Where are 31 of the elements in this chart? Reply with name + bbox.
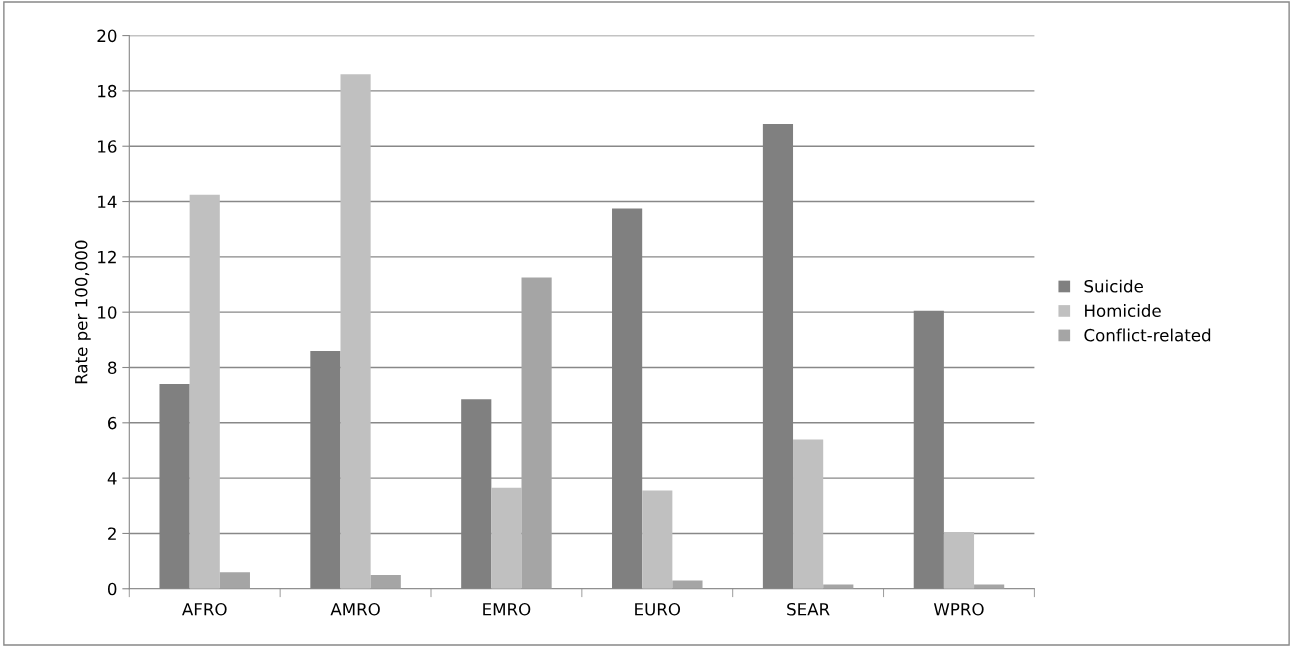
x-tick-label: WPRO (933, 602, 984, 616)
y-tick-label: 10 (98, 306, 117, 319)
bar (189, 194, 220, 589)
y-tick-label: 6 (108, 416, 117, 430)
y-tick-label: 18 (98, 84, 117, 98)
y-tick-label: 14 (98, 195, 117, 208)
y-tick-label: 12 (98, 250, 116, 264)
y-tick-label: 2 (108, 527, 116, 540)
x-tick-label: EMRO (483, 602, 531, 616)
bar (793, 439, 824, 589)
bar (943, 532, 975, 589)
bar (219, 572, 250, 589)
legend-label: Suicide (1084, 279, 1143, 293)
legend-label: Homicide (1085, 304, 1161, 318)
bar (672, 580, 703, 589)
legend-label: Conflict-related (1084, 328, 1211, 342)
bar (521, 277, 552, 589)
x-tick-label: AFRO (182, 602, 227, 616)
x-tick-label: AMRO (330, 602, 380, 616)
y-tick-label: 16 (98, 140, 117, 153)
y-tick-label: 0 (107, 582, 117, 596)
y-axis-title: Rate per 100,000 (74, 240, 91, 384)
y-tick-label: 8 (108, 361, 117, 375)
bar (340, 74, 371, 589)
bar (642, 490, 673, 589)
x-tick-label: EURO (635, 602, 681, 616)
bar (370, 574, 401, 589)
y-tick-label: 4 (107, 472, 117, 485)
y-tick-label: 20 (97, 29, 117, 43)
bar (491, 487, 522, 589)
x-tick-label: SEAR (787, 602, 830, 616)
